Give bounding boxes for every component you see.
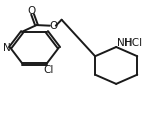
Text: Cl: Cl [43, 64, 54, 74]
Text: O: O [28, 6, 36, 16]
Text: HCl: HCl [124, 38, 142, 48]
Text: N: N [3, 43, 11, 53]
Text: O: O [49, 21, 57, 31]
Text: NH: NH [117, 38, 133, 48]
